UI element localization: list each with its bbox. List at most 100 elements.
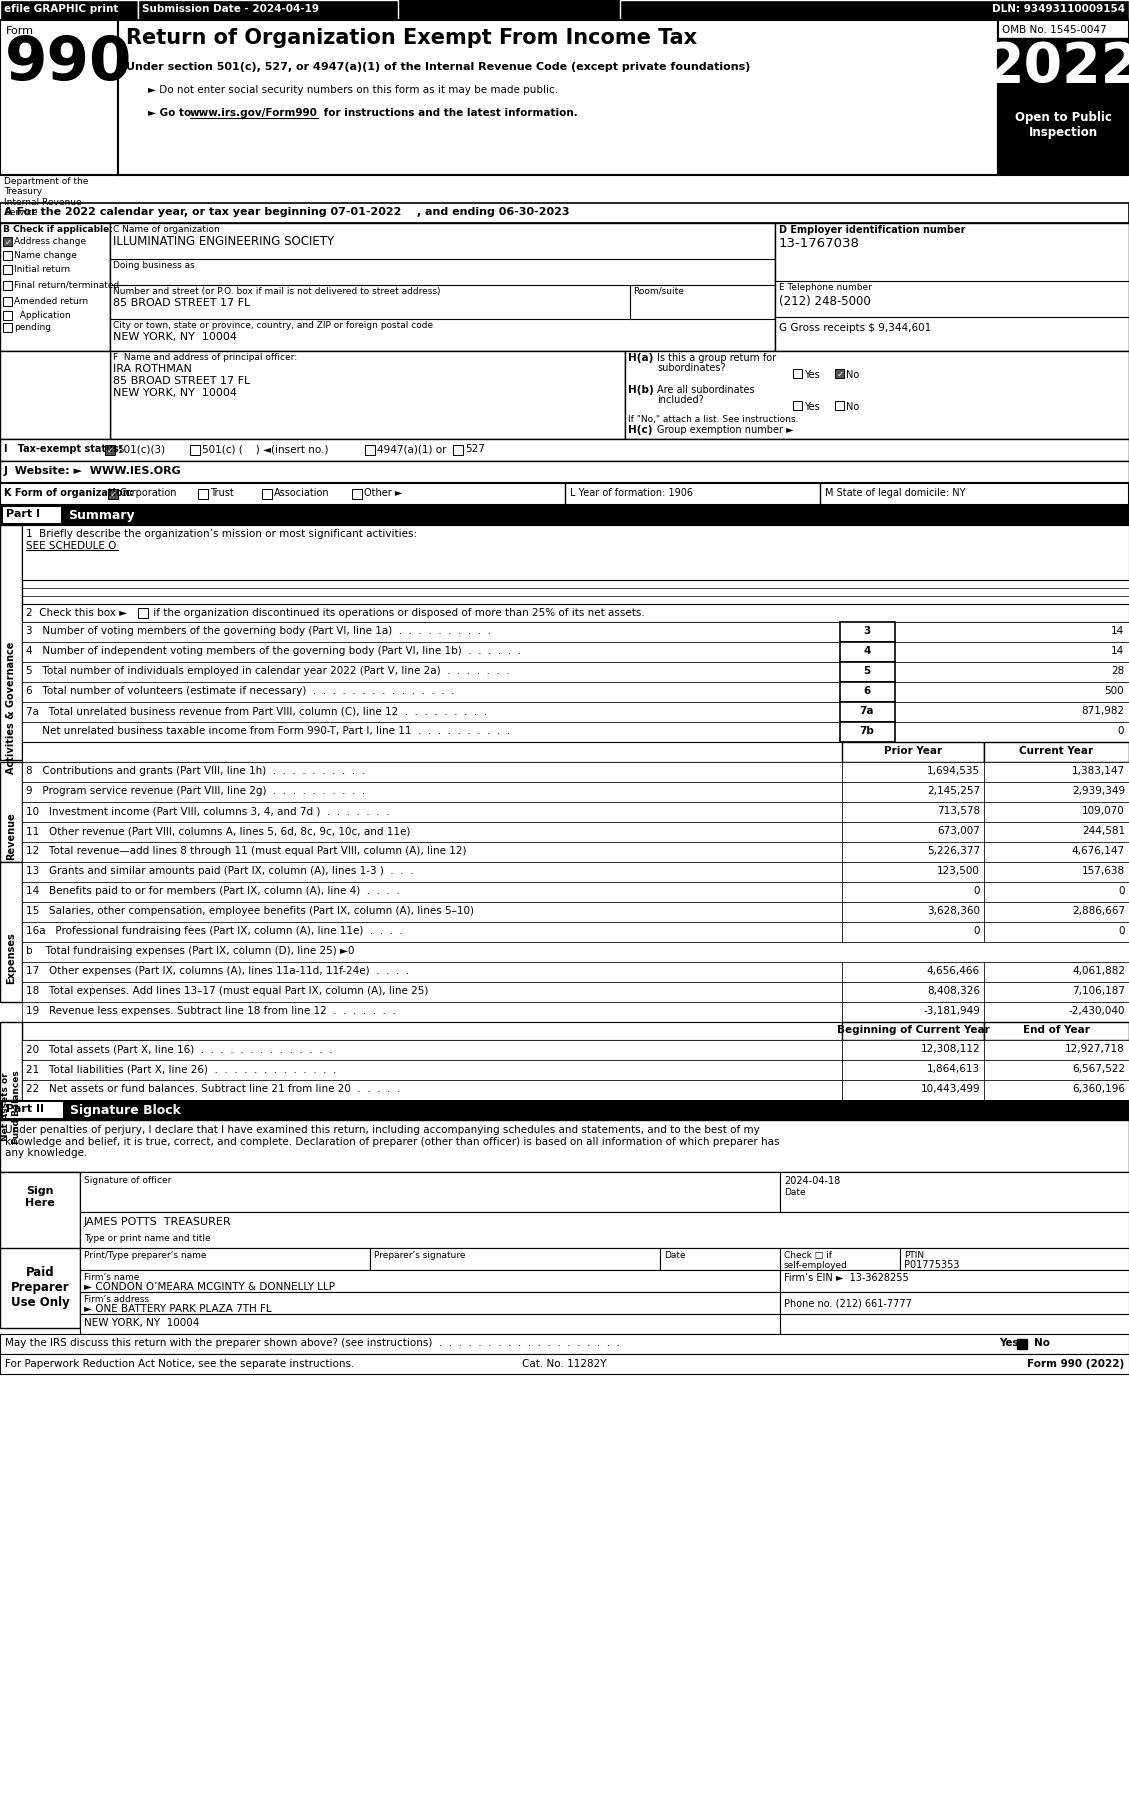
Text: 9   Program service revenue (Part VIII, line 2g)  .  .  .  .  .  .  .  .  .  .: 9 Program service revenue (Part VIII, li… (26, 785, 366, 796)
Text: Is this a group return for: Is this a group return for (657, 354, 776, 363)
Text: Yes: Yes (804, 370, 820, 379)
Text: Paid
Preparer
Use Only: Paid Preparer Use Only (10, 1266, 69, 1310)
Text: JAMES POTTS  TREASURER: JAMES POTTS TREASURER (84, 1217, 231, 1226)
Text: 8   Contributions and grants (Part VIII, line 1h)  .  .  .  .  .  .  .  .  .  .: 8 Contributions and grants (Part VIII, l… (26, 766, 365, 776)
Text: 12,308,112: 12,308,112 (920, 1045, 980, 1054)
Text: Sign
Here: Sign Here (25, 1186, 55, 1208)
Bar (108, 490, 119, 499)
Text: Under penalties of perjury, I declare that I have examined this return, includin: Under penalties of perjury, I declare th… (5, 1125, 779, 1157)
Text: Room/suite: Room/suite (633, 287, 684, 296)
Text: OMB No. 1545-0047: OMB No. 1545-0047 (1003, 25, 1106, 34)
Text: Date: Date (664, 1252, 685, 1261)
Bar (119, 20, 998, 174)
Bar (80, 1248, 370, 1270)
Bar (0, 1119, 1129, 1172)
Text: SEE SCHEDULE O: SEE SCHEDULE O (26, 541, 116, 551)
Bar (80, 1270, 780, 1292)
Bar (21, 922, 842, 941)
Bar (998, 105, 1129, 174)
Bar (21, 762, 842, 782)
Bar (105, 444, 115, 455)
Bar (842, 762, 984, 782)
Text: 0: 0 (1119, 885, 1124, 896)
Bar (0, 223, 110, 350)
Bar (3, 506, 61, 522)
Text: 157,638: 157,638 (1082, 865, 1124, 876)
Bar (835, 368, 844, 377)
Bar (21, 682, 840, 702)
Bar (842, 822, 984, 842)
Text: 2,145,257: 2,145,257 (927, 785, 980, 796)
Text: No: No (846, 403, 859, 412)
Bar (984, 742, 1129, 762)
Text: 12,927,718: 12,927,718 (1066, 1045, 1124, 1054)
Bar (21, 862, 842, 882)
Text: L Year of formation: 1906: L Year of formation: 1906 (570, 488, 693, 499)
Text: Print/Type preparer’s name: Print/Type preparer’s name (84, 1252, 207, 1261)
Text: Other ►: Other ► (364, 488, 402, 499)
Text: if the organization discontinued its operations or disposed of more than 25% of : if the organization discontinued its ope… (150, 608, 645, 619)
Text: PTIN: PTIN (904, 1252, 925, 1261)
Bar (21, 802, 842, 822)
Text: 21   Total liabilities (Part X, line 26)  .  .  .  .  .  .  .  .  .  .  .  .  .: 21 Total liabilities (Part X, line 26) .… (26, 1065, 336, 1074)
Text: Form 990 (2022): Form 990 (2022) (1026, 1359, 1124, 1370)
Bar (842, 842, 984, 862)
Bar (842, 981, 984, 1001)
Text: 4   Number of independent voting members of the governing body (Part VI, line 1b: 4 Number of independent voting members o… (26, 646, 520, 657)
Text: Trust: Trust (210, 488, 234, 499)
Bar (21, 842, 842, 862)
Bar (0, 862, 21, 1001)
Text: 14   Benefits paid to or for members (Part IX, column (A), line 4)  .  .  .  .: 14 Benefits paid to or for members (Part… (26, 885, 400, 896)
Text: Under section 501(c), 527, or 4947(a)(1) of the Internal Revenue Code (except pr: Under section 501(c), 527, or 4947(a)(1)… (126, 62, 751, 73)
Text: 0: 0 (973, 925, 980, 936)
Text: Type or print name and title: Type or print name and title (84, 1234, 211, 1243)
Bar (984, 1059, 1129, 1079)
Text: H(c): H(c) (628, 424, 653, 435)
Bar (21, 702, 840, 722)
Text: 5,226,377: 5,226,377 (927, 845, 980, 856)
Bar (1017, 1339, 1027, 1350)
Text: Signature of officer: Signature of officer (84, 1175, 172, 1185)
Text: 871,982: 871,982 (1080, 706, 1124, 717)
Bar (3, 297, 12, 307)
Text: 990: 990 (5, 34, 132, 93)
Text: Return of Organization Exempt From Income Tax: Return of Organization Exempt From Incom… (126, 27, 697, 47)
Text: included?: included? (657, 395, 703, 405)
Text: Cat. No. 11282Y: Cat. No. 11282Y (522, 1359, 606, 1370)
Text: Part I: Part I (6, 510, 40, 519)
Bar (842, 882, 984, 902)
Text: ► CONDON O’MEARA MCGINTY & DONNELLY LLP: ► CONDON O’MEARA MCGINTY & DONNELLY LLP (84, 1282, 335, 1292)
Bar (984, 1021, 1129, 1039)
Bar (625, 350, 1129, 439)
Bar (774, 223, 1129, 350)
Text: Expenses: Expenses (6, 932, 16, 983)
Text: 13-1767038: 13-1767038 (779, 238, 860, 250)
Text: City or town, state or province, country, and ZIP or foreign postal code: City or town, state or province, country… (113, 321, 434, 330)
Bar (840, 682, 895, 702)
Text: A For the 2022 calendar year, or tax year beginning 07-01-2022    , and ending 0: A For the 2022 calendar year, or tax yea… (5, 207, 569, 218)
Text: 1  Briefly describe the organization’s mission or most significant activities:: 1 Briefly describe the organization’s mi… (26, 530, 417, 539)
Bar (80, 1292, 780, 1313)
Bar (21, 1039, 842, 1059)
Text: ✓: ✓ (106, 446, 114, 455)
Bar (984, 1079, 1129, 1099)
Text: 7a: 7a (860, 706, 874, 717)
Text: Open to Public
Inspection: Open to Public Inspection (1015, 111, 1111, 140)
Text: 7a   Total unrelated business revenue from Part VIII, column (C), line 12  .  . : 7a Total unrelated business revenue from… (26, 706, 487, 717)
Bar (998, 38, 1129, 105)
Text: Revenue: Revenue (6, 813, 16, 860)
Text: 4,656,466: 4,656,466 (927, 967, 980, 976)
Text: 713,578: 713,578 (937, 805, 980, 816)
Text: 5: 5 (864, 666, 870, 677)
Bar (0, 1353, 1129, 1373)
Bar (842, 862, 984, 882)
Text: I   Tax-exempt status:: I Tax-exempt status: (5, 444, 123, 454)
Text: Yes: Yes (999, 1339, 1018, 1348)
Text: Submission Date - 2024-04-19: Submission Date - 2024-04-19 (142, 4, 320, 15)
Bar (840, 722, 895, 742)
Bar (365, 444, 375, 455)
Bar (21, 1001, 842, 1021)
Text: Check □ if
self-employed: Check □ if self-employed (784, 1252, 848, 1270)
Bar (3, 281, 12, 290)
Text: 20   Total assets (Part X, line 16)  .  .  .  .  .  .  .  .  .  .  .  .  .  .: 20 Total assets (Part X, line 16) . . . … (26, 1045, 333, 1054)
